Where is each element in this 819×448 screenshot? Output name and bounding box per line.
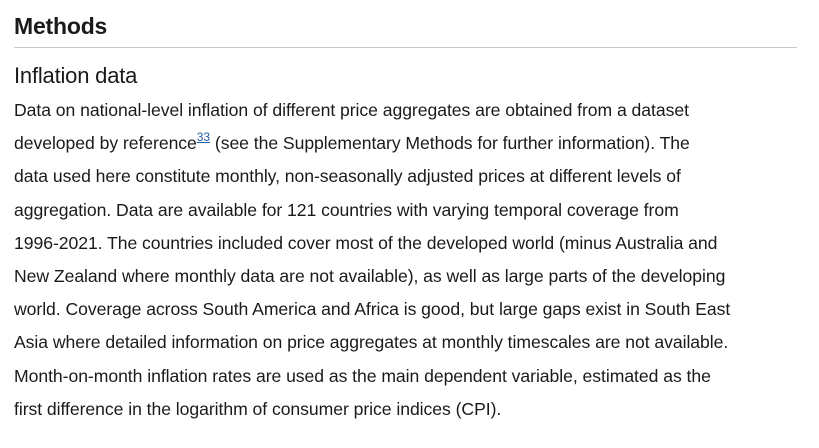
article-content: Methods Inflation data Data on national-… xyxy=(14,0,804,426)
paragraph-line-3: data used here constitute monthly, non-s… xyxy=(14,166,681,187)
reference-link[interactable]: 33 xyxy=(196,130,211,145)
line-2-end: (see the Supplementary Methods for furth… xyxy=(210,133,690,154)
paragraph-line-1: Data on national-level inflation of diff… xyxy=(14,100,689,120)
section-heading: Methods xyxy=(14,0,797,48)
paragraph-line-6: New Zealand where monthly data are not a… xyxy=(14,266,726,287)
paragraph-line-9: Month-on-month inflation rates are used … xyxy=(14,365,711,386)
paragraph-line-4: aggregation. Data are available for 121 … xyxy=(14,199,679,220)
paragraph-line-10: first difference in the logarithm of con… xyxy=(14,398,502,419)
paragraph-line-2: developed by reference33 (see the Supple… xyxy=(14,127,804,160)
paragraph-line-7: world. Coverage across South America and… xyxy=(14,299,731,320)
paragraph-line-5: 1996-2021. The countries included cover … xyxy=(14,232,718,253)
line-2-start: developed by reference xyxy=(14,133,197,154)
paragraph-line-8: Asia where detailed information on price… xyxy=(14,332,729,353)
paragraph: Data on national-level inflation of diff… xyxy=(14,94,804,426)
subsection-heading: Inflation data xyxy=(14,63,138,88)
